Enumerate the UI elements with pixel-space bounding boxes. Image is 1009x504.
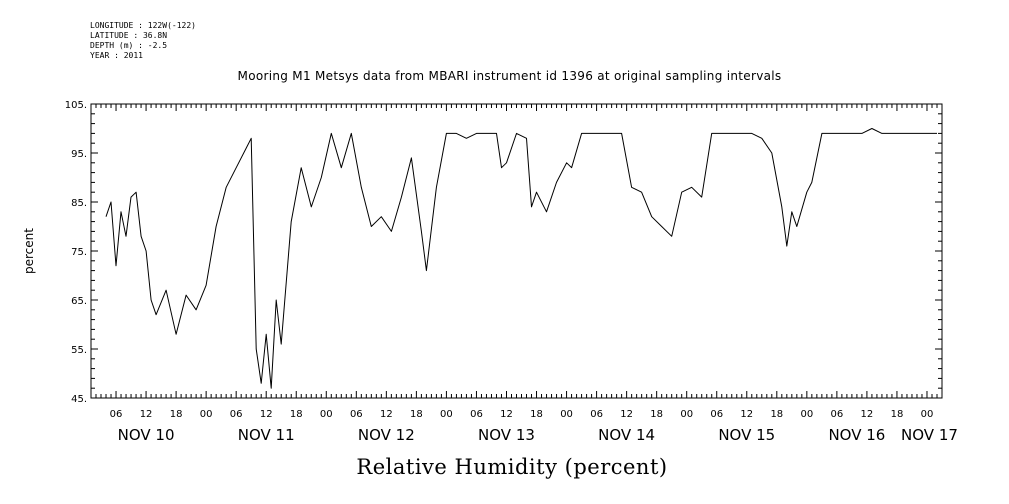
x-hour-tick-label: 12	[260, 409, 273, 420]
tick-label-layer: 105. 95. 85. 75. 65. 55. 45. 06 12 18 00 06 12 18 00 06…	[65, 100, 958, 444]
x-hour-tick-label: 06	[350, 409, 363, 420]
x-hour-tick-label: 18	[530, 409, 543, 420]
y-tick-label: 75.	[71, 247, 87, 258]
x-hour-tick-label: 18	[770, 409, 783, 420]
x-hour-tick-label: 18	[290, 409, 303, 420]
series-layer	[105, 128, 937, 389]
x-hour-tick-label: 06	[470, 409, 483, 420]
x-axis-title: Relative Humidity (percent)	[356, 455, 668, 479]
x-day-label: NOV 11	[238, 426, 295, 444]
x-day-label: NOV 16	[828, 426, 885, 444]
x-hour-tick-label: 12	[861, 409, 874, 420]
x-hour-tick-label: 06	[230, 409, 243, 420]
x-hour-tick-label: 00	[200, 409, 213, 420]
x-hour-tick-label: 00	[800, 409, 813, 420]
x-hour-tick-label: 00	[560, 409, 573, 420]
x-day-label: NOV 17	[901, 426, 958, 444]
x-day-label: NOV 13	[478, 426, 535, 444]
x-hour-tick-label: 18	[650, 409, 663, 420]
y-tick-label: 105.	[65, 100, 87, 111]
x-day-label: NOV 10	[118, 426, 175, 444]
x-hour-tick-label: 06	[710, 409, 723, 420]
x-day-label: NOV 15	[718, 426, 775, 444]
plot-frame	[90, 103, 943, 399]
depth-text: DEPTH (m) : -2.5	[90, 41, 168, 50]
x-hour-tick-label: 12	[620, 409, 633, 420]
x-hour-tick-label: 00	[921, 409, 934, 420]
x-hour-tick-label: 06	[110, 409, 123, 420]
x-hour-tick-label: 18	[410, 409, 423, 420]
x-hour-tick-label: 12	[380, 409, 393, 420]
chart-title: Mooring M1 Metsys data from MBARI instru…	[237, 69, 782, 83]
x-hour-tick-label: 06	[590, 409, 603, 420]
x-hour-tick-label: 00	[320, 409, 333, 420]
x-hour-tick-label: 12	[500, 409, 513, 420]
latitude-text: LATITUDE : 36.8N	[90, 31, 168, 40]
tick-layer	[90, 103, 943, 399]
station-metadata: LONGITUDE : 122W(-122) LATITUDE : 36.8N …	[90, 21, 196, 61]
x-hour-tick-label: 00	[440, 409, 453, 420]
x-hour-tick-label: 06	[831, 409, 844, 420]
longitude-text: LONGITUDE : 122W(-122)	[90, 21, 196, 30]
series-line	[105, 128, 937, 389]
y-tick-label: 85.	[71, 198, 87, 209]
x-day-label: NOV 14	[598, 426, 655, 444]
x-hour-tick-label: 00	[680, 409, 693, 420]
x-hour-tick-label: 18	[891, 409, 904, 420]
y-tick-label: 55.	[71, 345, 87, 356]
x-hour-tick-label: 12	[740, 409, 753, 420]
y-tick-label: 65.	[71, 296, 87, 307]
year-text: YEAR : 2011	[90, 51, 143, 60]
x-hour-tick-label: 18	[170, 409, 183, 420]
y-tick-label: 95.	[71, 149, 87, 160]
x-hour-tick-label: 12	[140, 409, 153, 420]
x-day-label: NOV 12	[358, 426, 415, 444]
y-tick-label: 45.	[71, 394, 87, 405]
plot-frame-layer	[90, 103, 943, 399]
